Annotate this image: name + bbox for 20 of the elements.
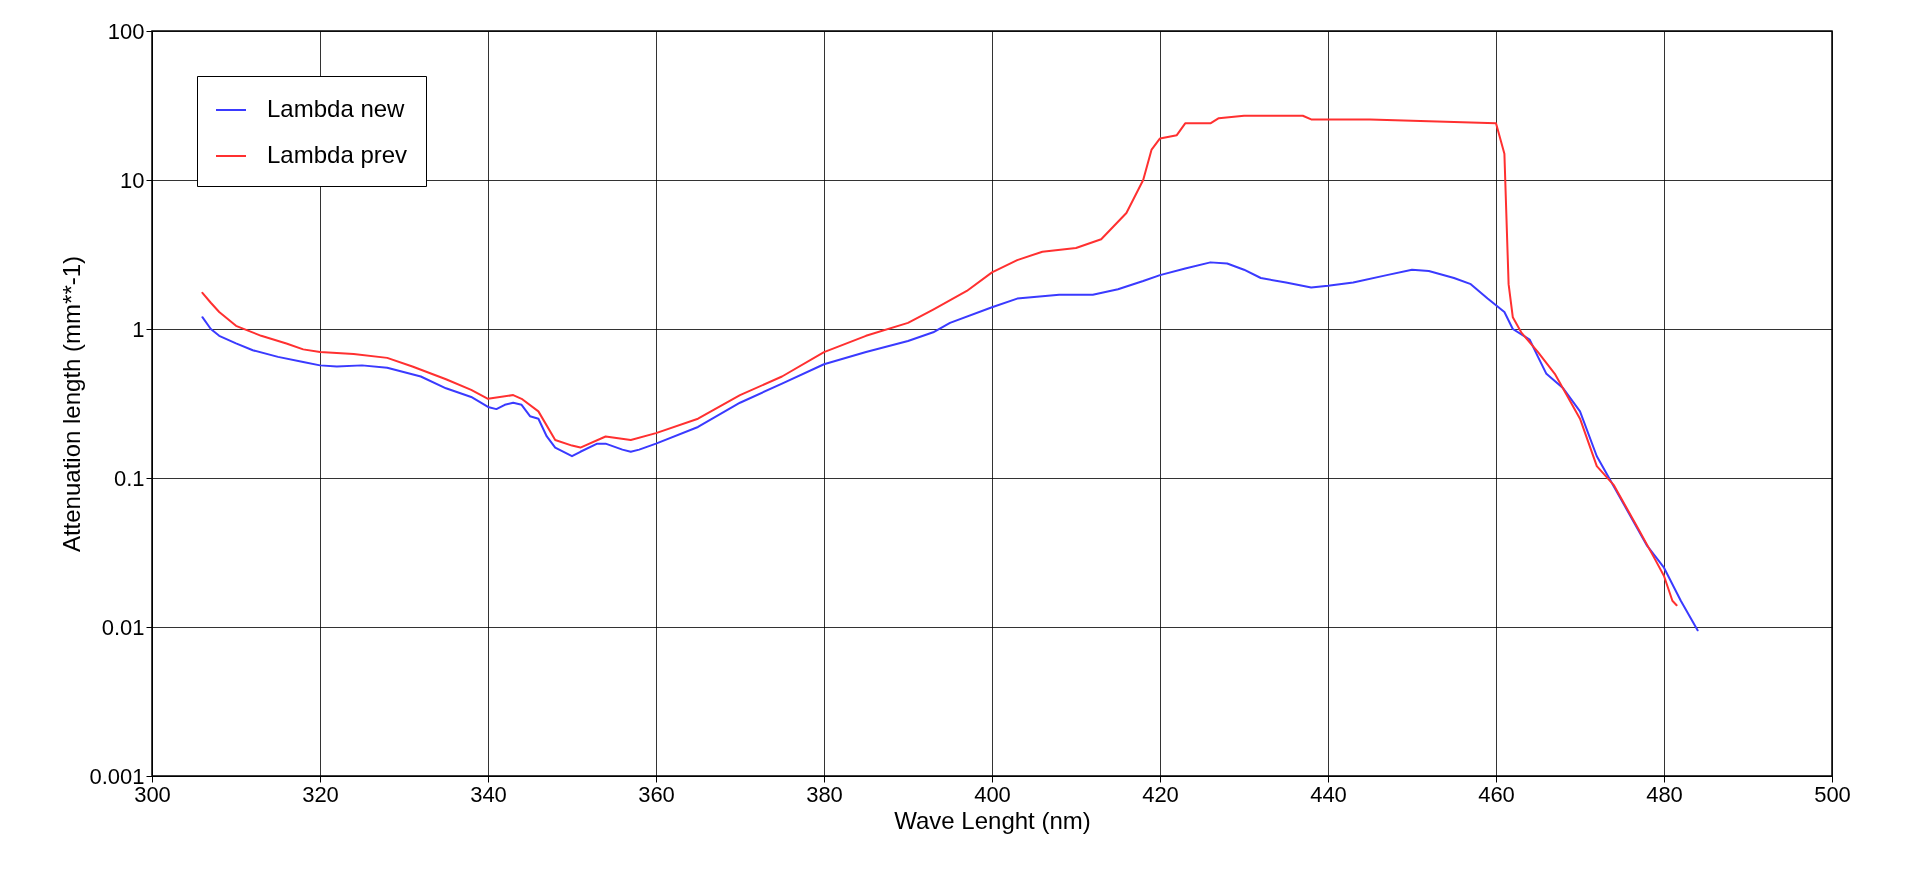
y-axis-title: Attenuation length (mm**-1)	[58, 255, 86, 553]
x-tick-label: 400	[974, 781, 1011, 807]
x-tick-label: 500	[1814, 781, 1851, 807]
x-tick-label: 460	[1478, 781, 1515, 807]
x-tick-label: 320	[302, 781, 339, 807]
x-tick-label: 440	[1310, 781, 1347, 807]
y-tick-label: 10	[120, 167, 145, 193]
legend-label: Lambda prev	[267, 141, 408, 168]
x-tick-label: 380	[806, 781, 843, 807]
legend-label: Lambda new	[267, 95, 406, 122]
x-tick-label: 420	[1142, 781, 1179, 807]
line-series	[201, 261, 1699, 632]
y-tick-label: 1	[132, 316, 145, 342]
y-tick-label: 0.01	[101, 614, 145, 640]
x-tick-label: 480	[1646, 781, 1683, 807]
x-tick-label: 340	[470, 781, 507, 807]
y-tick-label: 100	[107, 18, 145, 44]
y-tick-label: 0.1	[113, 465, 145, 491]
x-tick-label: 360	[638, 781, 675, 807]
x-axis-title: Wave Lenght (nm)	[894, 806, 1091, 834]
